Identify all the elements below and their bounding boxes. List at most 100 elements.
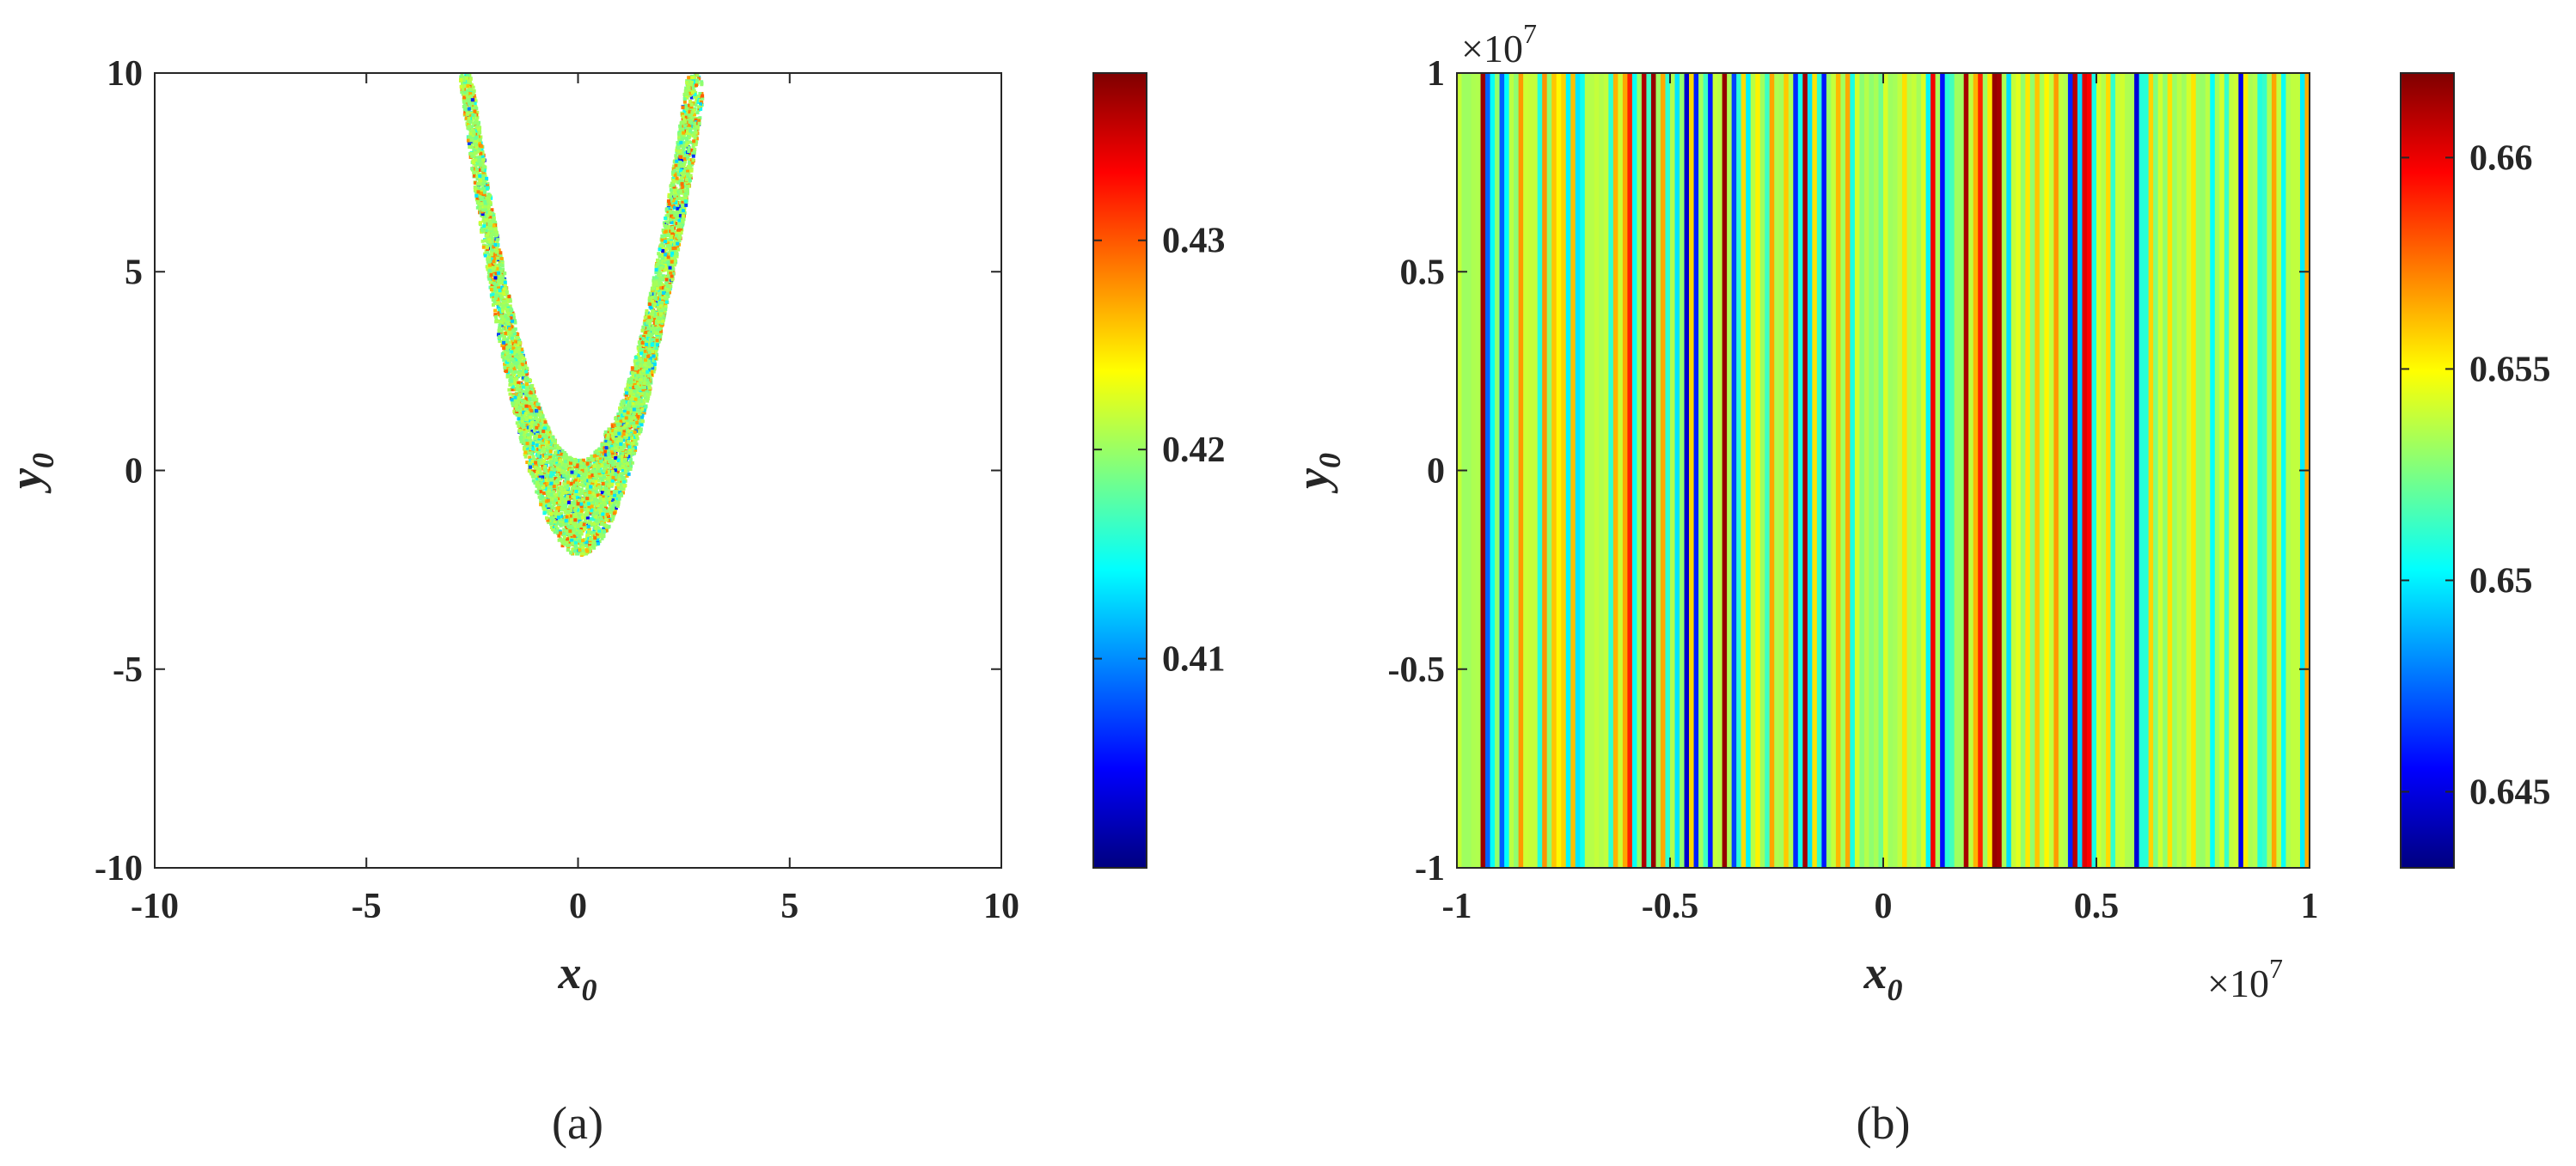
- heatmap-point-a: [560, 485, 564, 490]
- heatmap-point-a: [463, 106, 468, 110]
- heatmap-point-a: [536, 447, 541, 451]
- heatmap-point-a: [676, 180, 680, 184]
- heatmap-point-a: [539, 419, 543, 424]
- heatmap-point-a: [592, 540, 597, 544]
- heatmap-point-a: [549, 522, 554, 526]
- heatmap-point-a: [573, 485, 578, 489]
- heatmap-point-a: [539, 500, 543, 504]
- heatmap-point-a: [462, 95, 467, 100]
- heatmap-point-a: [607, 518, 611, 522]
- heatmap-point-a: [596, 522, 600, 526]
- heatmap-point-a: [630, 443, 634, 448]
- heatmap-point-a: [533, 394, 537, 399]
- heatmap-point-a: [667, 213, 671, 217]
- heatmap-point-a: [478, 141, 482, 145]
- heatmap-point-a: [582, 522, 586, 527]
- heatmap-point-a: [605, 501, 609, 505]
- heatmap-point-a: [474, 168, 479, 172]
- heatmap-point-a: [468, 82, 472, 86]
- heatmap-point-a: [639, 335, 643, 339]
- heatmap-point-a: [688, 151, 692, 156]
- heatmap-point-a: [524, 415, 529, 419]
- heatmap-point-a: [527, 412, 531, 417]
- heatmap-point-a: [667, 241, 671, 246]
- heatmap-point-a: [517, 396, 521, 400]
- heatmap-point-a: [555, 528, 560, 532]
- heatmap-point-a: [589, 496, 593, 500]
- heatmap-point-a: [547, 460, 551, 464]
- heatmap-point-a: [525, 366, 529, 370]
- heatmap-point-a: [575, 463, 579, 467]
- heatmap-point-a: [525, 418, 529, 422]
- heatmap-point-a: [658, 278, 662, 282]
- heatmap-point-a: [548, 485, 553, 489]
- heatmap-point-a: [655, 280, 659, 284]
- heatmap-point-a: [693, 76, 697, 80]
- heatmap-point-a: [478, 125, 482, 130]
- heatmap-point-a: [689, 105, 694, 109]
- heatmap-point-a: [511, 346, 516, 351]
- heatmap-point-a: [600, 491, 604, 495]
- heatmap-point-a: [512, 361, 517, 365]
- heatmap-point-a: [621, 485, 625, 489]
- heatmap-point-a: [639, 423, 644, 427]
- heatmap-point-a: [664, 259, 668, 263]
- heatmap-point-a: [589, 540, 593, 545]
- heatmap-point-a: [555, 473, 560, 477]
- heatmap-point-a: [560, 455, 564, 459]
- heatmap-point-a: [593, 456, 597, 461]
- heatmap-point-a: [521, 419, 525, 424]
- heatmap-point-a: [490, 266, 494, 270]
- heatmap-point-a: [548, 510, 553, 514]
- heatmap-point-a: [680, 158, 684, 162]
- heatmap-point-a: [661, 229, 665, 233]
- heatmap-point-a: [544, 433, 548, 437]
- heatmap-point-a: [466, 77, 470, 82]
- heatmap-point-a: [542, 504, 546, 508]
- heatmap-point-a: [582, 490, 586, 494]
- heatmap-point-a: [690, 123, 694, 127]
- heatmap-point-a: [579, 523, 584, 528]
- heatmap-point-a: [628, 377, 633, 382]
- heatmap-point-a: [511, 369, 515, 373]
- heatmap-point-a: [578, 526, 583, 530]
- heatmap-point-a: [559, 449, 563, 453]
- heatmap-point-a: [529, 458, 533, 462]
- heatmap-point-a: [598, 462, 603, 467]
- heatmap-point-a: [666, 230, 670, 235]
- heatmap-point-a: [591, 456, 596, 461]
- heatmap-point-a: [624, 397, 628, 401]
- heatmap-point-a: [587, 466, 591, 470]
- heatmap-point-a: [551, 490, 555, 494]
- heatmap-point-a: [464, 74, 468, 78]
- heatmap-point-a: [584, 544, 589, 548]
- heatmap-point-a: [556, 497, 560, 501]
- heatmap-point-a: [684, 126, 688, 131]
- heatmap-point-a: [528, 404, 532, 408]
- heatmap-point-a: [474, 99, 478, 103]
- heatmap-point-a: [571, 492, 575, 497]
- heatmap-point-a: [501, 267, 505, 272]
- heatmap-point-a: [603, 461, 607, 465]
- heatmap-point-a: [488, 259, 493, 264]
- heatmap-point-a: [671, 176, 676, 180]
- heatmap-point-a: [595, 513, 599, 517]
- heatmap-point-a: [552, 496, 556, 500]
- heatmap-point-a: [541, 475, 545, 479]
- heatmap-point-a: [469, 125, 474, 129]
- heatmap-point-a: [584, 482, 588, 486]
- heatmap-point-a: [542, 435, 547, 439]
- heatmap-point-a: [562, 453, 566, 457]
- heatmap-point-a: [575, 515, 579, 519]
- heatmap-point-a: [574, 536, 578, 540]
- heatmap-point-a: [664, 233, 669, 237]
- heatmap-point-a: [601, 504, 605, 509]
- heatmap-point-a: [578, 546, 582, 551]
- heatmap-point-a: [498, 253, 502, 258]
- heatmap-point-a: [609, 519, 614, 523]
- heatmap-point-a: [657, 291, 661, 296]
- heatmap-point-a: [682, 169, 686, 174]
- heatmap-point-a: [507, 388, 511, 392]
- heatmap-point-a: [597, 452, 601, 456]
- heatmap-point-a: [504, 331, 508, 335]
